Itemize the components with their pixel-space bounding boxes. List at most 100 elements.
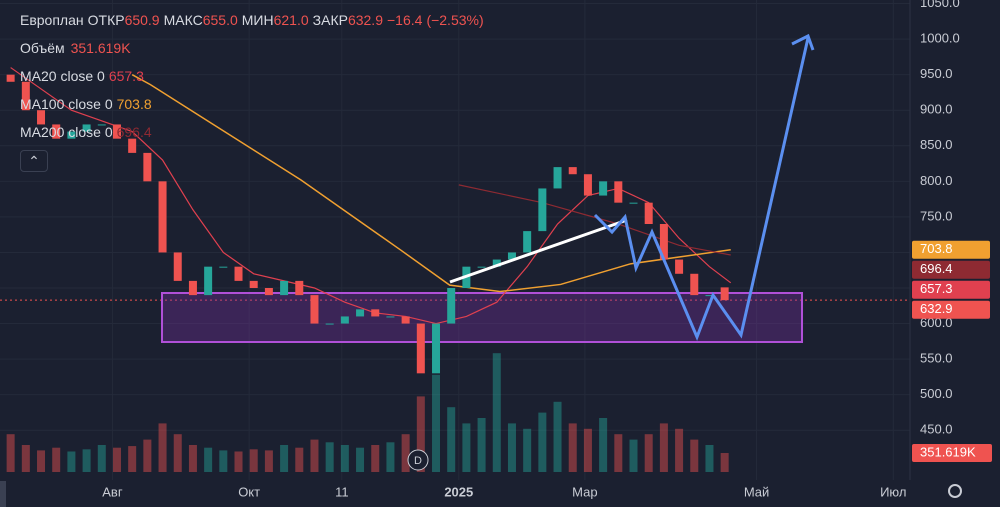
volume-bar xyxy=(553,401,562,472)
candle-body xyxy=(523,231,532,253)
candle-body xyxy=(188,280,197,296)
volume-bar xyxy=(325,442,334,472)
candle-body xyxy=(37,110,46,125)
candle-body xyxy=(280,280,289,296)
price-badge-label: 696.4 xyxy=(920,261,953,276)
candle-body xyxy=(447,288,456,324)
price-badge xyxy=(912,300,990,319)
candle-body xyxy=(644,202,653,224)
ma-line xyxy=(458,184,731,256)
volume-bar xyxy=(507,423,516,472)
trend-line xyxy=(449,218,628,284)
y-tick-label: 600.0 xyxy=(920,315,953,330)
y-tick-label: 950.0 xyxy=(920,66,953,81)
price-badge xyxy=(912,260,990,279)
candle-body xyxy=(6,74,15,82)
candle-body xyxy=(675,259,684,274)
volume-bar xyxy=(432,374,441,472)
y-tick-label: 750.0 xyxy=(920,208,953,223)
candle-body xyxy=(720,287,729,301)
candle-body xyxy=(386,316,395,318)
candle-body xyxy=(705,295,714,297)
volume-value: 351.619K xyxy=(70,40,131,56)
y-tick-label: 900.0 xyxy=(920,102,953,117)
volume-bar xyxy=(401,434,410,472)
candle-body xyxy=(295,280,304,296)
ma-name: MA200 close 0 xyxy=(20,124,113,140)
symbol: Европлан xyxy=(20,12,84,28)
volume-bar xyxy=(295,447,304,472)
collapse-button[interactable]: ⌃ xyxy=(20,150,48,172)
dividend-marker[interactable] xyxy=(407,449,429,471)
volume-bar xyxy=(538,412,547,472)
x-tick-label: Окт xyxy=(238,484,260,499)
volume-bar xyxy=(629,439,638,472)
candle-body xyxy=(629,202,638,204)
ma-value: 696.4 xyxy=(116,124,152,140)
candle-body xyxy=(128,138,137,153)
volume-bar xyxy=(492,353,501,472)
volume-bar xyxy=(310,439,319,472)
price-badge-label: 657.3 xyxy=(920,281,953,296)
legend-row: MA200 close 0 696.4 xyxy=(20,118,484,146)
candle-body xyxy=(553,167,562,189)
volume-bar xyxy=(523,428,532,472)
ohlc-name: МАКС xyxy=(163,12,203,28)
volume-bar xyxy=(447,407,456,472)
volume-bar xyxy=(675,428,684,472)
volume-badge-label: 351.619K xyxy=(920,444,976,459)
x-tick-label: Авг xyxy=(102,484,123,499)
volume-bar xyxy=(37,450,46,472)
y-tick-label: 550.0 xyxy=(920,351,953,366)
legend-row: Объём 351.619K xyxy=(20,34,484,62)
y-tick-label: 500.0 xyxy=(920,386,953,401)
candle-body xyxy=(659,224,668,260)
settings-icon[interactable] xyxy=(948,484,962,498)
legend-row: Европлан ОТКР650.9 МАКС655.0 МИН621.0 ЗАКР63… xyxy=(20,6,484,34)
ma-line xyxy=(10,67,732,325)
volume-bar xyxy=(249,449,258,472)
ohlc-value: 650.9 xyxy=(124,12,160,28)
forecast-arrow xyxy=(791,33,815,51)
volume-bar xyxy=(568,423,577,472)
candle-body xyxy=(204,266,213,296)
ma-name: MA20 close 0 xyxy=(20,68,105,84)
volume-bar xyxy=(143,439,152,472)
candle-body xyxy=(158,181,167,253)
volume-bar xyxy=(462,423,471,472)
volume-bar xyxy=(416,396,425,472)
ohlc-value: 632.9 xyxy=(347,12,383,28)
dividend-letter: D xyxy=(414,455,422,467)
volume-bar xyxy=(690,439,699,472)
candle-body xyxy=(599,181,608,196)
x-tick-label: Май xyxy=(744,484,769,499)
candle-body xyxy=(583,174,592,196)
candle-body xyxy=(477,266,486,268)
x-tick-label: 2025 xyxy=(444,484,473,499)
candle-body xyxy=(21,81,30,111)
candle-body xyxy=(249,280,258,288)
candle-body xyxy=(538,188,547,232)
price-badge xyxy=(912,240,990,259)
y-tick-label: 450.0 xyxy=(920,422,953,437)
candle-body xyxy=(492,259,501,267)
volume-bar xyxy=(67,451,76,472)
volume-bar xyxy=(356,447,365,472)
volume-bar xyxy=(188,445,197,472)
volume-bar xyxy=(158,423,167,472)
ma-value: 657.3 xyxy=(108,68,144,84)
volume-bar xyxy=(21,445,30,472)
volume-badge xyxy=(912,444,992,462)
candle-body xyxy=(234,266,243,281)
volume-bar xyxy=(644,434,653,472)
scroll-handle[interactable] xyxy=(0,481,6,507)
candle-body xyxy=(325,323,334,325)
candle-body xyxy=(67,131,76,139)
volume-bar xyxy=(599,418,608,472)
volume-bar xyxy=(204,447,213,472)
y-tick-label: 1000.0 xyxy=(920,31,960,46)
ma-line xyxy=(131,74,731,293)
y-tick-label: 850.0 xyxy=(920,137,953,152)
